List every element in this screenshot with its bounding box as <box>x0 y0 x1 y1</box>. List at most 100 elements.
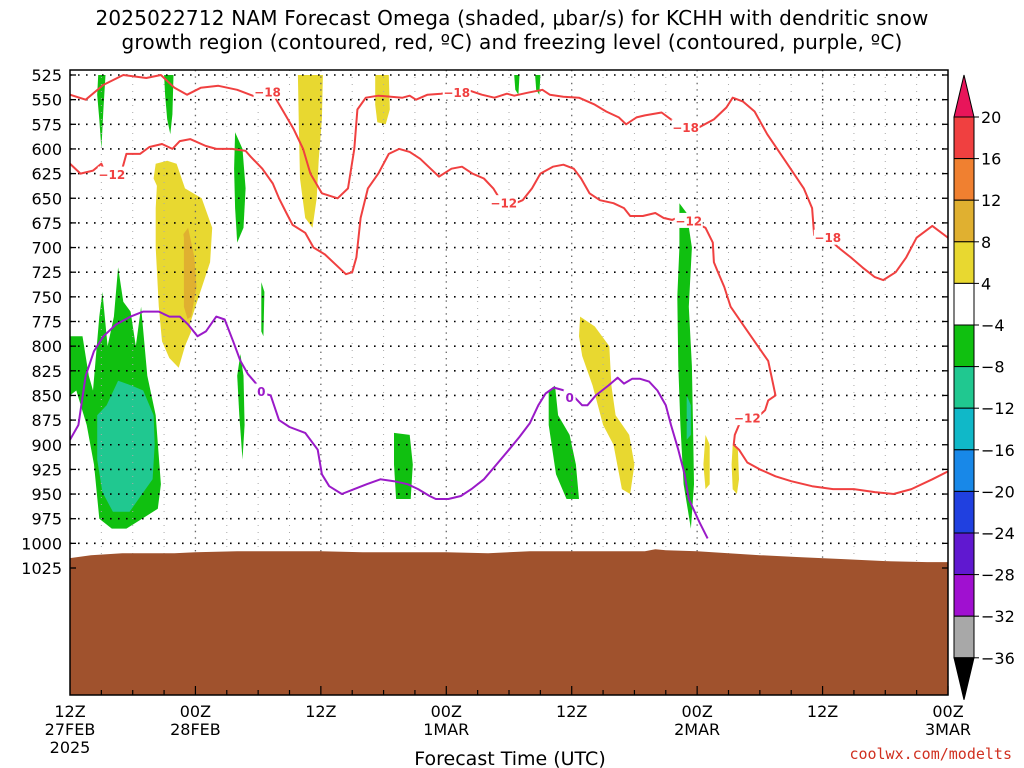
colorbar-bin-7 <box>953 366 975 409</box>
y-tick-label-925: 925 <box>31 460 62 479</box>
contour-label-1: −18 <box>443 86 470 100</box>
contour-label-bg-0 <box>253 83 282 99</box>
contour-label-bg-6 <box>674 212 703 228</box>
y-tick-label-625: 625 <box>31 165 62 184</box>
contour-label-9: 0 <box>565 391 573 405</box>
omega-region-6 <box>237 354 245 460</box>
x-tick-label-6-1: 12Z <box>807 702 838 721</box>
freezing-level-contour-3 <box>70 310 709 539</box>
terrain-fill <box>70 549 948 695</box>
omega-region-3 <box>164 75 174 135</box>
x-tick-label-0-1: 12Z <box>54 702 85 721</box>
y-tick-label-1000: 1000 <box>21 534 62 553</box>
y-tick-label-950: 950 <box>31 485 62 504</box>
colorbar-label-6: −8 <box>981 358 1005 377</box>
contour-lines <box>70 74 948 539</box>
x-tick-label-7-1: 00Z <box>932 702 963 721</box>
y-tick-label-800: 800 <box>31 337 62 356</box>
contour-label-0: −18 <box>254 85 281 99</box>
y-tick-label-550: 550 <box>31 91 62 110</box>
colorbar-label-1: 16 <box>981 150 1001 169</box>
colorbar-label-2: 12 <box>981 191 1001 210</box>
contour-label-bg-3 <box>813 229 842 245</box>
dgz-contour-1 <box>814 224 948 282</box>
credit-text: coolwx.com/modelts <box>849 745 1012 763</box>
colorbar-bin-13 <box>953 615 975 659</box>
x-tick-label-5-2: 2MAR <box>674 720 720 739</box>
colorbar-label-10: −24 <box>981 524 1015 543</box>
dgz-contour-2 <box>70 138 948 495</box>
colorbar-bin-1 <box>953 116 975 160</box>
contours <box>70 74 948 539</box>
colorbar-bin-11 <box>953 532 975 576</box>
y-tick-label-525: 525 <box>31 66 62 85</box>
contour-label-7: −12 <box>734 412 761 426</box>
colorbar-bin-3 <box>953 199 975 243</box>
contour-label-bg-2 <box>671 119 700 135</box>
x-tick-label-0-3: 2025 <box>50 738 91 757</box>
omega-region-11 <box>514 75 520 95</box>
colorbar-bin-12 <box>953 574 975 617</box>
colorbar-label-12: −32 <box>981 607 1015 626</box>
colorbar-bin-10 <box>953 490 975 534</box>
contour-label-5: −12 <box>490 197 517 211</box>
title-line-2: growth region (contoured, red, ºC) and f… <box>121 30 903 54</box>
x-tick-label-7-2: 3MAR <box>925 720 971 739</box>
contour-label-2: −18 <box>672 121 699 135</box>
omega-region-18 <box>579 316 635 494</box>
colorbar-bin-6 <box>953 324 975 368</box>
plot-area <box>70 75 739 529</box>
colorbar-bin-4 <box>953 241 975 284</box>
y-tick-label-850: 850 <box>31 386 62 405</box>
omega-region-14 <box>180 227 197 322</box>
contour-label-bg-9 <box>563 389 576 405</box>
colorbar-label-13: −36 <box>981 649 1015 668</box>
y-tick-label-900: 900 <box>31 436 62 455</box>
y-tick-label-1025: 1025 <box>21 559 62 578</box>
omega-shading <box>70 75 739 529</box>
x-tick-label-1-2: 28FEB <box>170 720 221 739</box>
y-tick-label-975: 975 <box>31 510 62 529</box>
colorbar-bin-bottom <box>953 657 975 700</box>
x-tick-label-1-1: 00Z <box>180 702 211 721</box>
x-axis-label: Forecast Time (UTC) <box>414 748 605 768</box>
title-line-1: 2025022712 NAM Forecast Omega (shaded, μ… <box>95 6 929 30</box>
y-tick-label-675: 675 <box>31 214 62 233</box>
colorbar-bin-top <box>953 74 975 118</box>
colorbar-label-5: −4 <box>981 316 1005 335</box>
colorbar-label-11: −28 <box>981 566 1015 585</box>
colorbar-bin-9 <box>953 449 975 492</box>
colorbar: 20 16 12 8 4 −4 −8 −12 −16 −20 −24 −28 −32 −36 <box>953 74 1015 700</box>
y-tick-label-575: 575 <box>31 115 62 134</box>
omega-region-5 <box>261 282 265 337</box>
contour-label-6: −12 <box>675 214 702 228</box>
contour-label-bg-4 <box>97 166 126 182</box>
omega-region-7 <box>394 432 413 499</box>
omega-region-8 <box>548 385 579 499</box>
contour-label-bg-7 <box>733 410 762 426</box>
y-tick-label-775: 775 <box>31 313 62 332</box>
omega-region-4 <box>234 132 246 243</box>
omega-region-19 <box>703 434 710 490</box>
x-tick-label-3-1: 00Z <box>431 702 462 721</box>
colorbar-bin-2 <box>953 158 975 201</box>
contour-label-4: −12 <box>98 168 125 182</box>
x-tick-label-3-2: 1MAR <box>423 720 469 739</box>
omega-region-16 <box>297 75 323 228</box>
omega-region-1 <box>97 380 155 512</box>
y-tick-label-650: 650 <box>31 189 62 208</box>
y-tick-label-700: 700 <box>31 239 62 258</box>
contour-label-bg-8 <box>255 383 268 399</box>
colorbar-label-4: 4 <box>981 274 991 293</box>
contour-label-bg-1 <box>442 84 471 100</box>
contour-labels: −18 −18 −18 −18 −12 −12 −12 −12 0 0 <box>97 83 842 426</box>
colorbar-label-3: 8 <box>981 233 991 252</box>
omega-region-9 <box>677 203 694 529</box>
chart-title: 2025022712 NAM Forecast Omega (shaded, μ… <box>0 6 1024 54</box>
colorbar-label-9: −20 <box>981 482 1015 501</box>
colorbar-bin-8 <box>953 407 975 451</box>
axes: 525 550 575 600 625 650 675 700 725 750 775 800 825 8… <box>21 66 971 757</box>
y-tick-label-825: 825 <box>31 362 62 381</box>
colorbar-label-0: 20 <box>981 108 1001 127</box>
